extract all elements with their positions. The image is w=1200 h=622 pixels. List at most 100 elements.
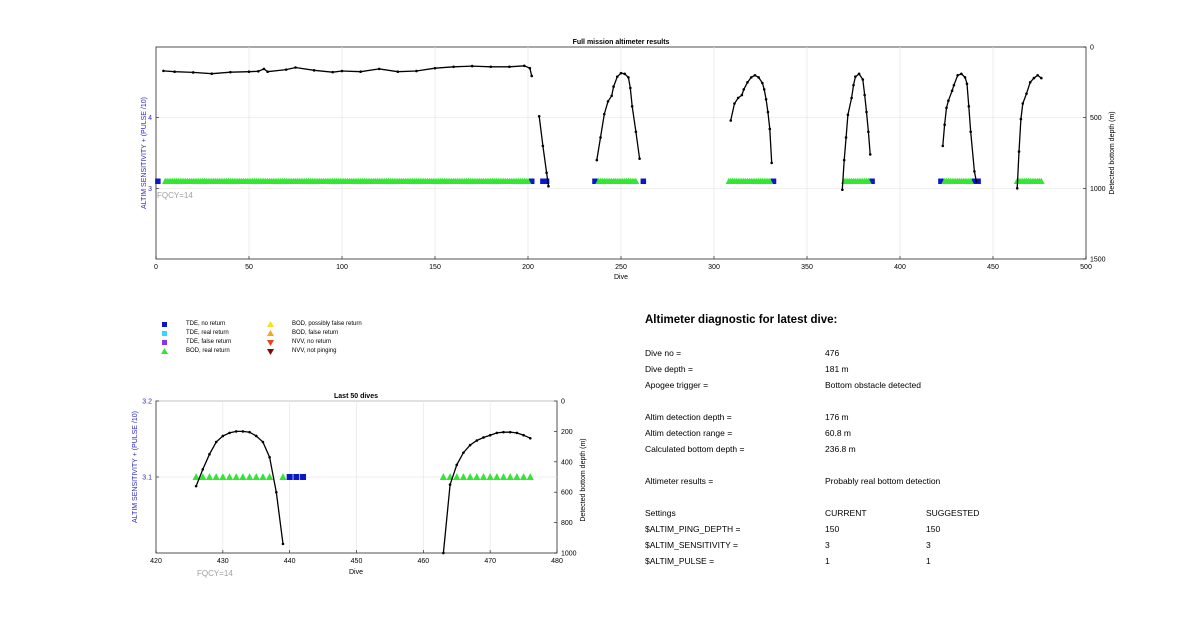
bottom-depth-point (638, 157, 641, 160)
bottom-depth-point (241, 430, 245, 433)
bottom-depth-point (257, 70, 260, 73)
bottom-depth-point (629, 86, 632, 90)
setting-name: $ALTIM_SENSITIVITY = (645, 540, 738, 550)
bod-real-return-marker (473, 473, 481, 480)
bod-real-return-marker (459, 473, 468, 480)
bod-real-return-marker (967, 177, 974, 185)
bottom-depth-point (201, 468, 205, 471)
bottom-depth-point (495, 431, 499, 435)
bottom-depth-point (615, 75, 619, 78)
tde-no-return-marker (540, 178, 546, 185)
x-tick-label: 100 (336, 264, 348, 271)
bottom-depth-point (627, 76, 630, 79)
bottom-depth-point (619, 71, 623, 75)
bottom-depth-point (234, 430, 238, 433)
bottom-depth-point (537, 114, 541, 118)
legend-item-tde-no-return: TDE, no return (160, 320, 280, 329)
bottom-depth-point (768, 127, 772, 131)
right-y-tick-label: 600 (561, 490, 573, 497)
right-y-tick-label: 0 (1090, 45, 1094, 52)
full-mission-right-ylabel: Detected bottom depth (m) (1109, 111, 1116, 194)
bottom-depth-point (522, 433, 525, 437)
legend-label: TDE, false return (186, 339, 232, 345)
bottom-depth-point (841, 188, 844, 192)
right-y-tick-label: 1000 (561, 551, 577, 558)
bottom-depth-point (275, 490, 278, 494)
bottom-depth-point (210, 72, 214, 76)
bod-real-return-marker (232, 473, 240, 480)
bottom-depth-point (729, 119, 733, 122)
apogee-trigger-value: Bottom obstacle detected (825, 380, 921, 390)
x-tick-label: 0 (154, 264, 158, 271)
bod-real-return-marker (766, 177, 774, 185)
bod-real-return-marker (1038, 177, 1045, 185)
tde-no-return-marker (770, 178, 777, 185)
bottom-depth-point (634, 130, 638, 134)
bottom-depth-point (452, 65, 455, 69)
bottom-depth-point (967, 105, 971, 108)
bottom-depth-point (488, 433, 492, 437)
right-y-tick-label: 200 (561, 429, 573, 436)
bod-real-return-marker (205, 473, 214, 480)
bod-real-return-marker (865, 177, 872, 185)
bod-real-return-marker (439, 473, 447, 480)
bottom-depth-point (612, 85, 615, 88)
settings-row-sensitivity: $ALTIM_SENSITIVITY = 3 3 (645, 540, 1145, 552)
bottom-depth-point (947, 99, 950, 103)
bottom-depth-point (528, 436, 532, 440)
tde-no-return-marker (528, 178, 535, 185)
bod-real-return-marker (219, 473, 227, 480)
setting-current: 150 (825, 524, 840, 534)
bod-real-return-marker (479, 473, 488, 480)
bottom-depth-point (863, 93, 866, 97)
tde-no-return-marker (975, 178, 981, 185)
bottom-depth-point (857, 72, 861, 76)
last-50-dives-depth-curves (194, 430, 532, 555)
bottom-depth-point (433, 66, 437, 70)
bottom-depth-line (163, 65, 533, 77)
bottom-depth-line (538, 116, 550, 187)
settings-header-suggested: SUGGESTED (926, 508, 980, 518)
settings-header-current: CURRENT (825, 508, 867, 518)
legend-item-bod-real-return: BOD, real return (160, 347, 280, 356)
bottom-depth-point (943, 123, 946, 127)
apogee-trigger-label: Apogee trigger = (645, 380, 709, 390)
bottom-depth-point (766, 110, 770, 114)
bod-real-return-marker (245, 473, 254, 480)
tde-no-return-marker (640, 178, 647, 185)
right-y-tick-label: 1000 (1090, 186, 1106, 193)
legend-item-nvv-not-pinging: NVV, not pinging (266, 347, 416, 356)
bottom-depth-point (470, 64, 474, 68)
full-mission-fqcy-annotation: FQCY=14 (157, 191, 193, 200)
bottom-depth-point (1017, 150, 1021, 153)
bottom-depth-point (868, 153, 872, 156)
bottom-depth-point (846, 113, 850, 117)
setting-current: 1 (825, 556, 830, 566)
bottom-depth-point (852, 83, 855, 87)
setting-suggested: 150 (926, 524, 941, 534)
bottom-depth-point (770, 161, 773, 165)
bod-real-return-marker (252, 473, 260, 480)
dark-red-down-triangle-icon (267, 349, 274, 355)
x-tick-label: 450 (987, 264, 999, 271)
bottom-depth-point (1015, 187, 1019, 190)
bottom-depth-point (753, 73, 757, 77)
bottom-depth-point (541, 144, 545, 148)
bod-real-return-marker (519, 473, 528, 480)
green-triangle-icon (161, 348, 168, 354)
bottom-depth-point (530, 74, 534, 78)
bod-real-return-marker (266, 473, 274, 480)
x-tick-label: 480 (551, 558, 563, 565)
legend-item-tde-real-return: TDE, real return (160, 329, 280, 338)
blue-square-icon (162, 322, 167, 327)
bottom-depth-point (475, 439, 479, 442)
bottom-depth-point (736, 96, 740, 100)
bottom-depth-point (746, 81, 749, 84)
settings-row-pulse: $ALTIM_PULSE = 1 1 (645, 556, 1145, 568)
legend-label: NVV, not pinging (292, 348, 337, 354)
altimeter-results-value: Probably real bottom detection (825, 476, 941, 486)
tde-no-return-marker (938, 178, 944, 185)
bottom-depth-point (482, 436, 485, 439)
bottom-depth-point (545, 171, 548, 175)
